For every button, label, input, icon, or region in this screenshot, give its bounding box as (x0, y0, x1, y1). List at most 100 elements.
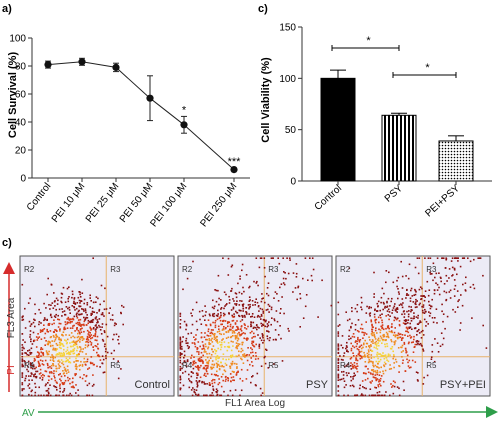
flow-event-dot (385, 391, 387, 393)
flow-event-dot (251, 337, 253, 339)
flow-event-dot (473, 287, 476, 290)
flow-event-dot (431, 317, 434, 319)
flow-event-dot (389, 305, 391, 307)
flow-event-dot (81, 278, 83, 281)
flow-event-dot (179, 378, 182, 380)
flow-event-dot (348, 267, 351, 270)
flow-event-dot (55, 365, 57, 367)
flow-event-dot (459, 265, 462, 268)
flow-event-dot (397, 276, 400, 279)
flow-event-dot (256, 372, 259, 375)
flow-event-dot (232, 298, 234, 300)
flow-event-dot (395, 334, 398, 337)
flow-event-dot (231, 362, 234, 365)
flow-event-dot (21, 344, 24, 346)
flow-event-dot (63, 327, 66, 329)
flow-event-dot (99, 359, 102, 361)
flow-event-dot (354, 366, 357, 369)
chart-b-bar (320, 77, 356, 182)
flow-event-dot (405, 294, 408, 296)
flow-event-dot (295, 276, 298, 278)
flow-event-dot (204, 372, 206, 375)
flow-event-dot (91, 319, 94, 321)
flow-event-dot (443, 290, 446, 293)
flow-event-dot (378, 367, 380, 369)
flow-event-dot (227, 379, 229, 382)
flow-event-dot (79, 328, 82, 330)
flow-event-dot (79, 376, 81, 379)
flow-event-dot (267, 324, 270, 327)
flow-event-dot (373, 332, 375, 334)
flow-event-dot (345, 384, 347, 386)
flow-event-dot (410, 309, 413, 311)
flow-event-dot (394, 340, 397, 342)
flow-event-dot (228, 299, 231, 301)
flow-event-dot (79, 364, 81, 366)
flow-event-dot (50, 364, 53, 367)
flow-event-dot (249, 299, 251, 301)
flow-event-dot (364, 361, 367, 363)
flow-event-dot (40, 355, 42, 357)
flow-event-dot (381, 319, 383, 322)
flow-event-dot (450, 260, 453, 262)
flow-event-dot (350, 356, 353, 359)
flow-event-dot (209, 357, 212, 359)
flow-event-dot (206, 334, 209, 337)
flow-event-dot (102, 371, 105, 374)
flow-event-dot (219, 344, 222, 346)
flow-event-dot (52, 307, 55, 309)
flow-event-dot (461, 304, 464, 307)
flow-event-dot (83, 357, 86, 360)
flow-event-dot (413, 315, 415, 318)
flow-event-dot (381, 321, 384, 324)
flow-event-dot (259, 337, 261, 339)
flow-event-dot (207, 319, 210, 321)
flow-event-dot (90, 342, 93, 344)
flow-event-dot (252, 375, 254, 377)
flow-event-dot (237, 328, 239, 330)
flow-event-dot (410, 336, 413, 338)
flow-event-dot (387, 336, 390, 339)
flow-event-dot (337, 352, 340, 354)
flow-event-dot (34, 325, 36, 328)
flow-event-dot (351, 310, 353, 313)
flow-event-dot (98, 310, 100, 312)
flow-event-dot (46, 328, 48, 331)
flow-event-dot (405, 330, 407, 333)
flow-event-dot (212, 388, 215, 390)
flow-event-dot (193, 336, 195, 338)
flow-event-dot (372, 369, 375, 371)
flow-event-dot (50, 356, 52, 359)
flow-event-dot (297, 286, 299, 289)
flow-event-dot (357, 336, 359, 339)
flow-event-dot (420, 295, 422, 297)
flow-event-dot (365, 312, 368, 314)
flow-event-dot (220, 341, 223, 344)
flow-event-dot (50, 367, 53, 369)
flow-event-dot (56, 335, 59, 338)
flow-scatter-points (179, 257, 333, 397)
flow-event-dot (432, 321, 435, 324)
flow-event-dot (252, 321, 255, 324)
flow-event-dot (72, 340, 75, 342)
flow-event-dot (264, 362, 267, 365)
flow-event-dot (81, 327, 83, 330)
flow-event-dot (86, 335, 89, 338)
flow-event-dot (248, 313, 250, 315)
flow-event-dot (368, 359, 371, 361)
flow-event-dot (202, 354, 204, 357)
flow-event-dot (73, 297, 76, 299)
flow-event-dot (83, 320, 86, 323)
flow-event-dot (96, 326, 99, 329)
flow-event-dot (414, 306, 417, 309)
flow-event-dot (377, 339, 379, 341)
flow-event-dot (60, 296, 63, 299)
flow-event-dot (196, 377, 198, 379)
flow-event-dot (387, 353, 390, 355)
flow-event-dot (229, 365, 232, 368)
flow-event-dot (376, 394, 379, 397)
flow-event-dot (296, 298, 298, 301)
flow-event-dot (76, 345, 79, 348)
flow-event-dot (203, 383, 206, 385)
flow-event-dot (238, 331, 240, 334)
